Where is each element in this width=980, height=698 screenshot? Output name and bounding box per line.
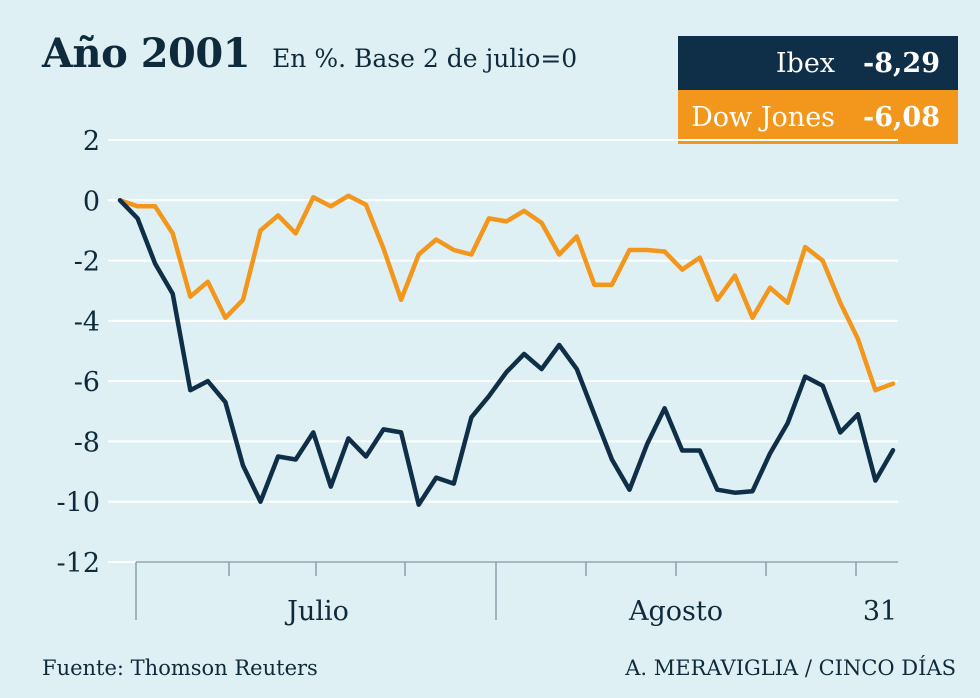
legend-value-dow-jones: -6,08	[863, 101, 940, 133]
series-line-ibex	[117, 198, 896, 507]
x-tick-label: Julio	[284, 596, 349, 627]
series-line-dow-jones	[117, 193, 896, 393]
legend-label-ibex: Ibex	[775, 47, 836, 79]
series-group	[117, 193, 896, 507]
y-axis: 2 0 -2 -4 -6 -8 -10 -12	[57, 126, 100, 579]
y-tick-label: 2	[83, 126, 100, 157]
chart-subtitle: En %. Base 2 de julio=0	[272, 44, 578, 73]
y-tick-label: -8	[74, 427, 100, 458]
legend-label-dow-jones: Dow Jones	[691, 101, 836, 133]
credit-note: A. MERAVIGLIA / CINCO DÍAS	[625, 656, 956, 680]
y-tick-label: -2	[74, 247, 100, 278]
legend-value-ibex: -8,29	[863, 47, 940, 79]
y-tick-label: -10	[57, 488, 100, 519]
x-tick-label: 31	[863, 596, 897, 627]
legend-item-ibex: Ibex -8,29	[678, 36, 958, 90]
x-tick-label: Agosto	[628, 596, 723, 627]
y-tick-label: -4	[74, 307, 100, 338]
legend: Ibex -8,29 Dow Jones -6,08	[678, 36, 958, 144]
x-axis: Julio Agosto 31	[135, 561, 898, 627]
y-tick-label: 0	[83, 186, 100, 217]
grid-lines	[108, 139, 898, 563]
y-tick-label: -6	[74, 367, 100, 398]
y-tick-label: -12	[57, 548, 100, 579]
legend-item-dow-jones: Dow Jones -6,08	[678, 90, 958, 144]
source-note: Fuente: Thomson Reuters	[42, 656, 318, 680]
chart-title: Año 2001	[42, 30, 251, 77]
